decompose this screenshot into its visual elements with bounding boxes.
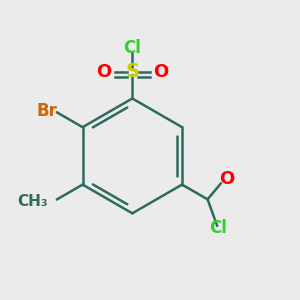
Text: S: S [125, 62, 139, 82]
Text: O: O [220, 170, 235, 188]
Text: Br: Br [36, 102, 57, 120]
Text: Cl: Cl [209, 219, 226, 237]
Text: Cl: Cl [123, 39, 141, 57]
Text: O: O [96, 63, 112, 81]
Text: O: O [153, 63, 168, 81]
Text: CH₃: CH₃ [18, 194, 48, 209]
